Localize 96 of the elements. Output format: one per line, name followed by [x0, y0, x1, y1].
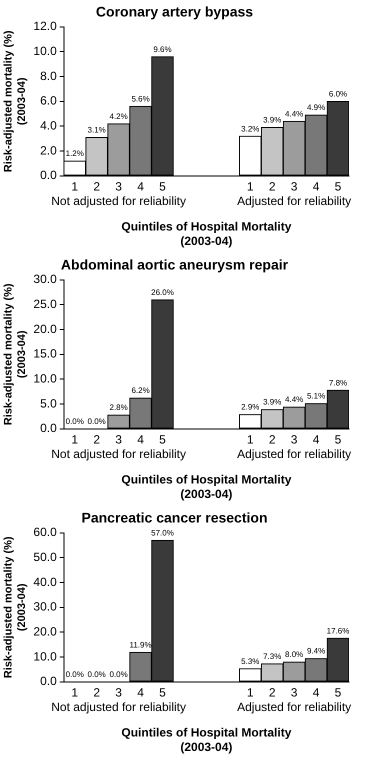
x-tick-label: 2 — [93, 179, 100, 194]
x-tick-label: 2 — [93, 685, 100, 700]
x-tick-label: 2 — [268, 432, 276, 446]
y-tick-label: 0.0 — [40, 168, 58, 182]
x-tick-label: 4 — [312, 432, 320, 446]
y-tick-label: 20.0 — [33, 624, 58, 638]
x-axis-title: Quintiles of Hospital Mortality (2003-04) — [121, 220, 292, 248]
y-tick-label: 15.0 — [33, 346, 58, 361]
data-label: 0.0% — [88, 670, 106, 680]
data-label: 7.8% — [328, 378, 348, 388]
data-label: 0.0% — [88, 417, 106, 426]
data-label: 6.2% — [131, 386, 150, 396]
text: Adjusted for reliability — [237, 700, 352, 714]
data-label: 0.0% — [109, 670, 128, 680]
x-tick-label: 4 — [137, 432, 144, 446]
data-label: 57.0% — [151, 528, 174, 538]
data-label: 4.9% — [306, 103, 326, 112]
y-tick-label: 40.0 — [33, 574, 58, 589]
data-label: 7.3% — [263, 652, 282, 661]
y-tick-label: 12.0 — [33, 19, 58, 34]
y-tick-label: 0.0 — [40, 674, 58, 688]
text: Not adjusted for reliability — [51, 700, 186, 714]
data-label: 2.9% — [241, 402, 260, 412]
x-tick-label: 2 — [268, 179, 276, 194]
data-label: 9.4% — [306, 646, 326, 656]
y-axis-title: Risk-adjusted mortality (%) (2003-04) — [2, 283, 28, 426]
data-label: 5.1% — [306, 392, 326, 401]
y-tick-label: 4.0 — [40, 118, 58, 132]
x-tick-label: 5 — [334, 685, 342, 700]
x-tick-label: 3 — [290, 685, 298, 700]
y-tick-label: 25.0 — [33, 296, 58, 311]
data-label: 3.1% — [88, 126, 106, 135]
y-axis-title: Risk-adjusted mortality (%) (2003-04) — [2, 30, 28, 172]
data-label: 4.4% — [285, 109, 304, 118]
x-tick-label: 1 — [71, 685, 78, 700]
text: Adjusted for reliability — [237, 447, 352, 462]
x-tick-label: 5 — [159, 685, 166, 700]
y-tick-label: 2.0 — [40, 143, 58, 158]
data-label: 3.9% — [263, 116, 282, 125]
chart-title: Abdominal aortic aneurysm repair — [60, 256, 289, 272]
x-tick-label: 5 — [159, 179, 166, 194]
y-tick-label: 8.0 — [40, 68, 58, 83]
x-tick-label: 5 — [159, 432, 166, 446]
x-tick-label: 3 — [290, 179, 298, 194]
data-label: 9.6% — [153, 44, 172, 54]
data-label: 3.9% — [263, 398, 282, 407]
x-tick-label: 1 — [246, 432, 254, 446]
data-label: 17.6% — [326, 626, 350, 636]
chart-title: Coronary artery bypass — [96, 3, 254, 20]
data-label: 3.2% — [241, 124, 260, 134]
x-tick-label: 2 — [93, 432, 100, 446]
x-tick-label: 5 — [334, 432, 342, 446]
y-tick-label: 6.0 — [40, 94, 58, 108]
y-tick-label: 30.0 — [33, 600, 58, 614]
y-tick-label: 0.0 — [40, 421, 58, 436]
x-tick-label: 3 — [290, 432, 298, 446]
x-axis-title: Quintiles of Hospital Mortality (2003-04) — [121, 726, 292, 754]
data-label: 0.0% — [66, 670, 84, 680]
y-tick-label: 10.0 — [33, 371, 58, 386]
data-label: 4.4% — [285, 395, 304, 404]
x-tick-label: 1 — [246, 685, 254, 700]
x-tick-label: 1 — [246, 179, 254, 194]
y-tick-label: 5.0 — [40, 396, 58, 410]
y-tick-label: 30.0 — [33, 272, 58, 286]
chart-title: Pancreatic cancer resection — [82, 509, 268, 526]
data-label: 26.0% — [151, 288, 174, 297]
y-tick-label: 20.0 — [33, 322, 58, 336]
data-label: 6.0% — [328, 90, 348, 99]
x-tick-label: 3 — [115, 432, 122, 446]
x-tick-label: 4 — [312, 685, 320, 700]
x-tick-label: 4 — [137, 685, 144, 700]
y-tick-label: 60.0 — [33, 525, 58, 540]
y-tick-label: 10.0 — [33, 649, 58, 664]
y-axis-title: Risk-adjusted mortality (%) (2003-04) — [2, 536, 28, 678]
data-label: 4.2% — [109, 112, 128, 121]
x-axis-title: Quintiles of Hospital Mortality (2003-04) — [121, 472, 292, 502]
x-tick-label: 5 — [334, 179, 342, 194]
text: Not adjusted for reliability — [51, 194, 186, 208]
data-label: 5.6% — [131, 94, 150, 104]
y-tick-label: 50.0 — [33, 550, 58, 564]
data-label: 8.0% — [285, 650, 304, 660]
text: Adjusted for reliability — [237, 194, 352, 208]
y-tick-label: 10.0 — [33, 44, 58, 58]
x-tick-label: 4 — [312, 179, 320, 194]
data-label: 5.3% — [241, 656, 260, 666]
x-tick-label: 2 — [268, 685, 276, 700]
data-label: 2.8% — [109, 403, 128, 412]
x-tick-label: 1 — [71, 179, 78, 194]
data-label: 0.0% — [66, 417, 84, 426]
x-tick-label: 1 — [71, 432, 78, 446]
text: Not adjusted for reliability — [51, 447, 186, 462]
data-label: 11.9% — [130, 640, 152, 650]
data-label: 1.2% — [66, 149, 84, 158]
x-tick-label: 4 — [137, 179, 144, 194]
x-tick-label: 3 — [115, 685, 122, 700]
x-tick-label: 3 — [115, 179, 122, 194]
